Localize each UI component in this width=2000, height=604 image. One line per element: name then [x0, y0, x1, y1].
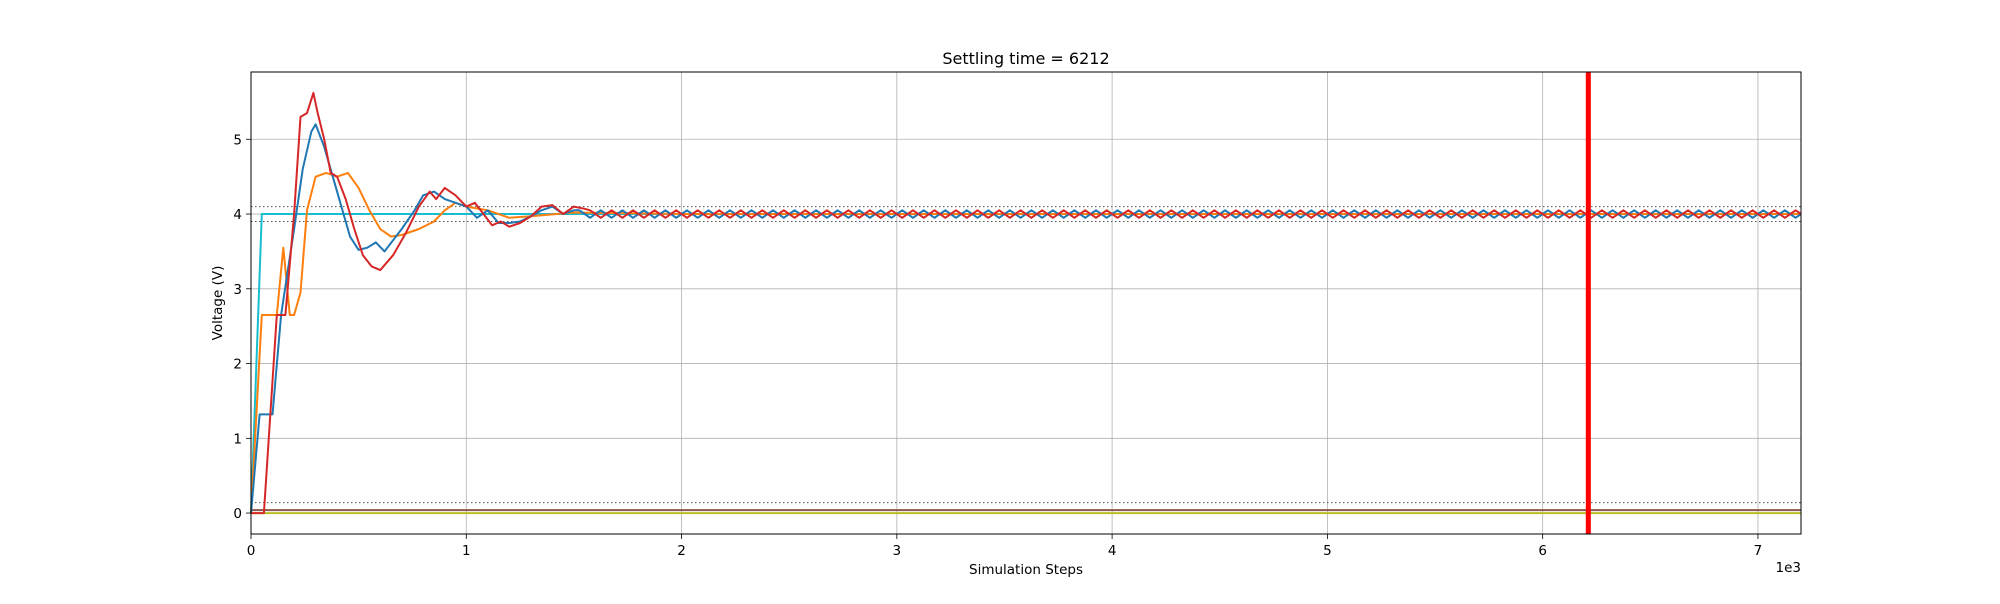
x-tick-label: 0 [247, 543, 256, 559]
chart-title: Settling time = 6212 [942, 49, 1109, 68]
y-tick-label: 4 [233, 207, 242, 223]
series-line [250, 123, 1802, 514]
x-tick-label: 1 [462, 543, 471, 559]
x-tick-label: 5 [1323, 543, 1332, 559]
x-axis-label: Simulation Steps [969, 562, 1083, 578]
y-tick-label: 5 [233, 132, 242, 148]
y-axis-ticks: 0 1 2 3 4 5 [233, 132, 251, 522]
x-axis-offset-label: 1e3 [1776, 560, 1801, 576]
plot-frame [250, 71, 1802, 535]
y-tick-label: 3 [233, 282, 242, 298]
x-tick-label: 2 [677, 543, 686, 559]
x-tick-label: 7 [1754, 543, 1763, 559]
series-lines [250, 91, 1802, 515]
y-axis-label: Voltage (V) [210, 266, 226, 341]
x-axis-ticks: 0 1 2 3 4 5 6 7 [247, 534, 1763, 559]
x-tick-label: 6 [1538, 543, 1547, 559]
x-tick-label: 4 [1108, 543, 1117, 559]
x-tick-label: 3 [893, 543, 902, 559]
y-tick-label: 2 [233, 357, 242, 373]
series-line [250, 171, 1801, 514]
series-line [251, 91, 1802, 515]
y-tick-label: 1 [233, 431, 242, 447]
y-tick-label: 0 [233, 506, 242, 522]
